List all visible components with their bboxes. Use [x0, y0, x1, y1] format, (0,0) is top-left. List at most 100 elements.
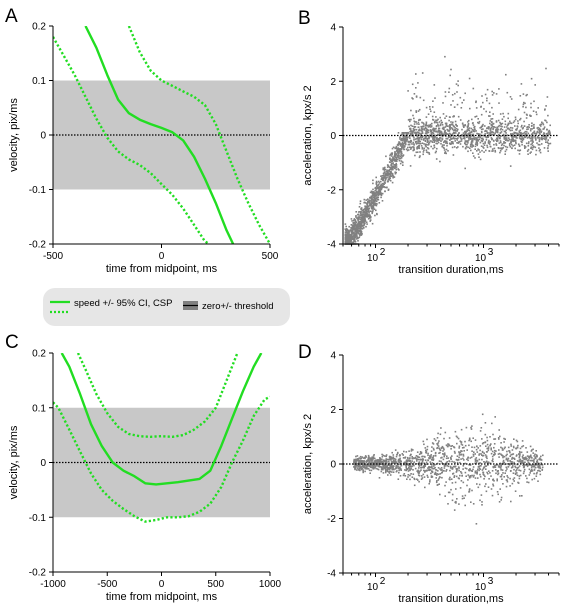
data-point [399, 143, 401, 145]
data-point [534, 466, 537, 469]
data-point [445, 152, 447, 155]
data-point [444, 484, 446, 487]
data-point [416, 131, 418, 134]
data-point [542, 454, 544, 457]
data-point [525, 457, 528, 460]
data-point [408, 125, 410, 128]
data-point [353, 460, 355, 462]
data-point [486, 99, 488, 102]
data-point [380, 462, 382, 465]
data-point [400, 153, 402, 155]
panel-letter-a: A [5, 6, 18, 27]
data-point [513, 477, 516, 479]
data-point [499, 128, 502, 131]
data-point [469, 133, 472, 136]
data-point [374, 457, 376, 460]
data-point [480, 105, 482, 108]
data-point [433, 130, 435, 133]
data-point [461, 122, 464, 125]
data-point [527, 462, 530, 465]
data-point [533, 130, 536, 133]
data-point [499, 132, 502, 134]
data-point [400, 133, 403, 136]
data-point [389, 157, 391, 159]
data-point [492, 127, 494, 130]
data-point [377, 198, 379, 201]
data-point [514, 118, 517, 121]
data-point [504, 446, 506, 449]
data-point [469, 464, 472, 466]
data-point [531, 144, 534, 147]
data-point [515, 447, 518, 450]
data-point [457, 80, 459, 82]
data-point [457, 458, 460, 461]
data-point [522, 472, 525, 475]
data-point [444, 91, 447, 93]
data-point [420, 467, 423, 469]
data-point [402, 454, 404, 456]
data-point [505, 454, 507, 457]
data-point [368, 465, 370, 468]
data-point [361, 227, 363, 230]
data-point [512, 478, 515, 481]
data-point [539, 124, 542, 126]
data-point [495, 469, 497, 471]
data-point [351, 224, 354, 226]
data-point [472, 476, 475, 478]
data-point [393, 458, 396, 460]
data-point [360, 463, 362, 465]
data-point [474, 157, 476, 159]
data-point [482, 101, 484, 104]
data-point [371, 467, 374, 469]
data-point [375, 467, 377, 470]
data-point [460, 107, 463, 109]
data-point [444, 117, 446, 119]
data-point [357, 213, 360, 216]
data-point [420, 138, 423, 141]
x-tick-label: 500 [262, 251, 279, 262]
data-point [514, 131, 517, 134]
data-point [419, 119, 421, 121]
data-point [445, 135, 447, 138]
data-point [496, 131, 499, 134]
data-point [411, 143, 413, 145]
data-point [408, 465, 410, 467]
data-point [431, 132, 434, 134]
data-point [376, 212, 378, 215]
data-point [518, 460, 520, 463]
data-point [429, 134, 431, 136]
data-point [501, 478, 503, 480]
data-point [372, 191, 374, 193]
data-point [511, 129, 513, 132]
data-point [422, 153, 424, 156]
x-tick-label: -500 [43, 251, 63, 262]
data-point [411, 132, 414, 135]
data-point [344, 237, 347, 240]
data-point [525, 113, 528, 116]
data-point [508, 128, 511, 131]
data-point [503, 476, 505, 478]
y-tick-label: 0.2 [32, 349, 46, 360]
data-point [348, 232, 350, 234]
data-point [476, 138, 479, 141]
data-point [472, 453, 475, 456]
data-point [424, 124, 427, 127]
data-point [418, 138, 420, 141]
data-point [372, 199, 374, 201]
data-point [491, 118, 494, 120]
data-point [352, 224, 355, 227]
data-point [500, 147, 502, 150]
data-point [346, 232, 349, 235]
data-point [414, 128, 416, 131]
data-point [376, 196, 378, 198]
data-point [357, 464, 360, 466]
data-point [393, 176, 396, 178]
data-point [344, 231, 347, 233]
data-point [510, 466, 513, 469]
data-point [476, 132, 478, 135]
data-point [362, 213, 365, 216]
data-point [347, 241, 350, 243]
data-point [419, 155, 421, 157]
data-point [389, 159, 392, 161]
data-point [471, 425, 473, 427]
